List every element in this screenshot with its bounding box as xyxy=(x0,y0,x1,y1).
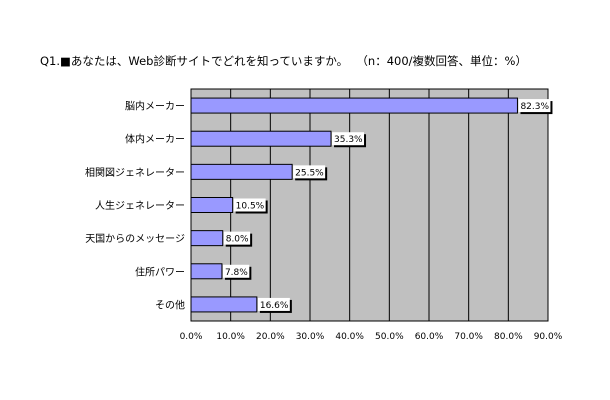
data-label: 7.8% xyxy=(225,268,248,278)
x-tick-label: 40.0% xyxy=(335,332,364,342)
x-tick-label: 70.0% xyxy=(454,332,483,342)
data-label: 82.3% xyxy=(520,102,549,112)
data-labels: 82.3% 35.3% 25.5% 10.5% 8.0% 7.8% 16.6% xyxy=(222,99,553,313)
data-label: 35.3% xyxy=(334,135,363,145)
x-tick-label: 10.0% xyxy=(216,332,245,342)
bar xyxy=(190,130,332,147)
x-tick-label: 80.0% xyxy=(494,332,523,342)
data-label: 10.5% xyxy=(236,202,265,212)
bar xyxy=(190,163,293,180)
data-label: 25.5% xyxy=(295,168,324,178)
chart-title: Q1.■あなたは、Web診断サイトでどれを知っていますか。 （n：400/複数回答… xyxy=(40,53,527,69)
chart-note: （n：400/複数回答、単位：%） xyxy=(362,54,527,68)
x-tick-label: 60.0% xyxy=(415,332,444,342)
data-label-box xyxy=(257,297,290,311)
gridlines xyxy=(230,89,509,321)
x-tick-label: 20.0% xyxy=(256,332,285,342)
category-label: 相関図ジェネレーター xyxy=(85,166,185,179)
x-tick-label: 90.0% xyxy=(534,332,563,342)
category-label: その他 xyxy=(155,298,185,311)
category-labels: 脳内メーカー体内メーカー相関図ジェネレーター人生ジェネレーター天国からのメッセー… xyxy=(85,100,185,312)
data-label-box xyxy=(518,99,551,113)
category-label: 天国からのメッセージ xyxy=(85,233,185,245)
category-label: 体内メーカー xyxy=(125,133,185,146)
bar xyxy=(190,263,223,280)
bar xyxy=(190,197,234,213)
x-tick-label: 0.0% xyxy=(180,332,203,342)
category-label: 住所パワー xyxy=(135,265,185,278)
x-tick-label: 30.0% xyxy=(296,332,325,342)
data-label-box xyxy=(332,132,365,146)
x-tick-label: 50.0% xyxy=(375,332,404,342)
bars xyxy=(190,97,518,313)
bar xyxy=(190,296,258,313)
chart-question: Q1.■あなたは、Web診断サイトでどれを知っていますか。 xyxy=(40,54,349,68)
bar xyxy=(190,97,518,114)
category-label: 脳内メーカー xyxy=(125,100,185,113)
bar xyxy=(190,230,224,247)
data-label-box xyxy=(222,264,250,278)
category-label: 人生ジェネレーター xyxy=(95,199,185,212)
data-label-box xyxy=(223,231,251,245)
data-label: 8.0% xyxy=(226,235,249,245)
x-tick-labels: 0.0% 10.0% 20.0% 30.0% 40.0% 50.0% 60.0% 70.0% 8… xyxy=(180,332,563,342)
data-label-box xyxy=(293,165,326,179)
data-label: 16.6% xyxy=(260,301,289,311)
data-label-box xyxy=(233,198,266,212)
